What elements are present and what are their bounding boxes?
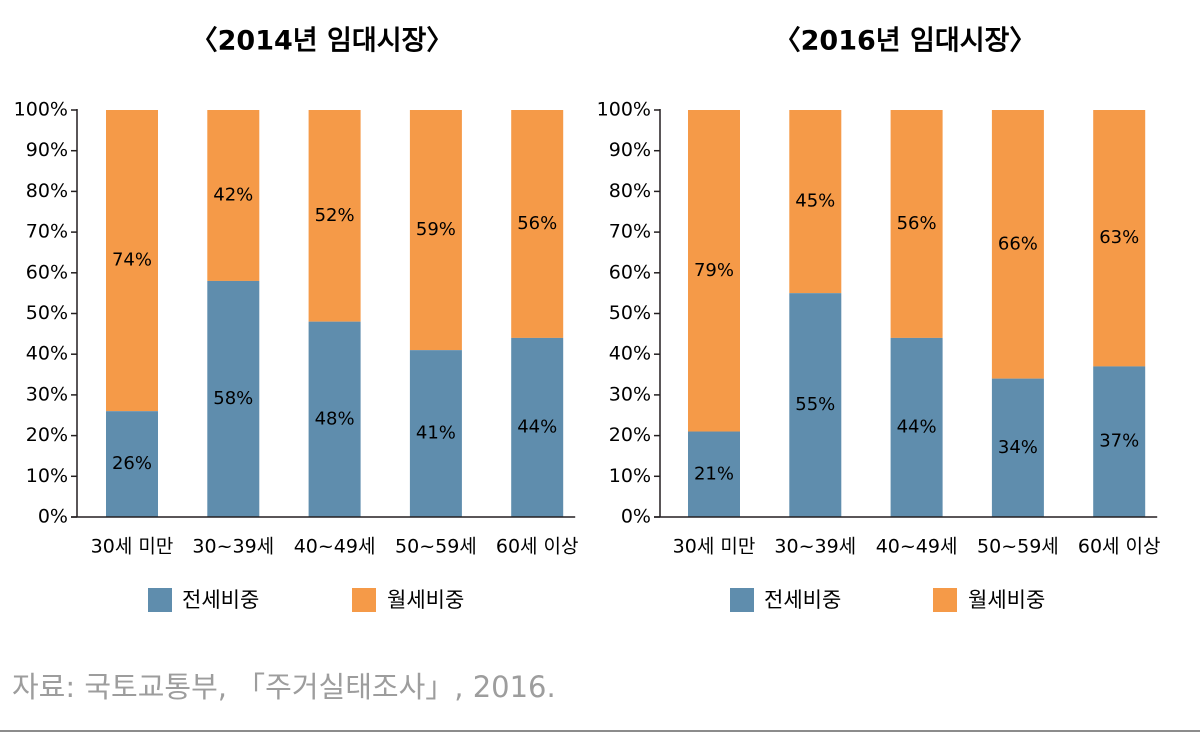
y-tick-label: 100% (597, 99, 651, 121)
x-category-label: 30세 미만 (91, 536, 174, 558)
y-tick-label: 20% (26, 424, 68, 446)
y-tick-label: 50% (26, 302, 68, 324)
bar-jeonse (890, 337, 943, 517)
data-label-wolse: 79% (694, 260, 734, 281)
legend-swatch-jeonse (730, 588, 754, 612)
x-category-label: 40~49세 (876, 536, 958, 558)
bar-wolse (890, 110, 943, 338)
bar-jeonse (207, 280, 260, 517)
bar-jeonse (688, 431, 740, 517)
y-tick-label: 90% (26, 139, 68, 161)
x-category-label: 30~39세 (774, 536, 856, 558)
legend-label-jeonse: 전세비중 (182, 588, 259, 612)
y-tick-label: 60% (26, 261, 68, 283)
legend-swatch-wolse (933, 588, 957, 612)
bar-jeonse (308, 321, 361, 517)
y-tick-label: 30% (26, 383, 68, 405)
data-label-jeonse: 34% (998, 437, 1038, 458)
bar-wolse (1093, 110, 1146, 367)
y-tick-label: 20% (609, 424, 651, 446)
y-tick-label: 100% (14, 99, 68, 121)
y-tick-label: 10% (26, 465, 68, 487)
bar-jeonse (991, 378, 1044, 517)
bar-wolse (106, 110, 158, 412)
x-category-label: 50~59세 (395, 536, 477, 558)
data-label-jeonse: 48% (315, 408, 355, 429)
x-category-label: 60세 이상 (496, 536, 579, 558)
bottom-divider (0, 730, 1200, 732)
legend-swatch-jeonse (148, 588, 172, 612)
bar-wolse (207, 110, 260, 281)
x-category-label: 30세 미만 (673, 536, 756, 558)
data-label-wolse: 52% (315, 205, 355, 226)
x-category-label: 40~49세 (294, 536, 376, 558)
data-label-wolse: 63% (1099, 227, 1139, 248)
x-category-label: 30~39세 (192, 536, 274, 558)
y-tick-label: 40% (609, 343, 651, 365)
data-label-wolse: 56% (897, 213, 937, 234)
bar-jeonse (789, 293, 842, 517)
y-tick-label: 0% (38, 506, 68, 528)
chart-title: 〈2016년 임대시장〉 (774, 26, 1037, 57)
y-tick-label: 40% (26, 343, 68, 365)
bar-jeonse (106, 411, 158, 517)
bar-wolse (409, 110, 462, 351)
y-tick-label: 70% (609, 221, 651, 243)
data-label-wolse: 56% (517, 213, 557, 234)
data-label-wolse: 42% (213, 184, 253, 205)
data-label-wolse: 45% (795, 191, 835, 212)
y-tick-label: 30% (609, 383, 651, 405)
bar-wolse (688, 110, 740, 432)
bar-jeonse (409, 350, 462, 517)
y-tick-label: 70% (26, 221, 68, 243)
bar-wolse (308, 110, 361, 322)
legend-label-wolse: 월세비중 (387, 588, 464, 612)
bar-wolse (991, 110, 1044, 379)
data-label-jeonse: 37% (1099, 431, 1139, 452)
data-label-jeonse: 44% (517, 416, 557, 437)
bar-wolse (789, 110, 842, 294)
x-category-label: 60세 이상 (1078, 536, 1161, 558)
legend-label-jeonse: 전세비중 (764, 588, 841, 612)
legend-swatch-wolse (352, 588, 376, 612)
source-note: 자료: 국토교통부, 「주거실태조사」, 2016. (12, 670, 556, 704)
bar-jeonse (511, 337, 564, 517)
data-label-wolse: 74% (112, 250, 152, 271)
data-label-jeonse: 41% (416, 423, 456, 444)
y-tick-label: 0% (621, 506, 651, 528)
y-tick-label: 90% (609, 139, 651, 161)
data-label-jeonse: 44% (897, 416, 937, 437)
bar-wolse (511, 110, 564, 338)
data-label-wolse: 66% (998, 233, 1038, 254)
data-label-wolse: 59% (416, 219, 456, 240)
y-tick-label: 80% (609, 180, 651, 202)
bar-jeonse (1093, 366, 1146, 517)
data-label-jeonse: 55% (795, 394, 835, 415)
data-label-jeonse: 26% (112, 453, 152, 474)
y-tick-label: 50% (609, 302, 651, 324)
data-label-jeonse: 58% (213, 388, 253, 409)
legend-label-wolse: 월세비중 (968, 588, 1045, 612)
y-tick-label: 60% (609, 261, 651, 283)
y-tick-label: 80% (26, 180, 68, 202)
data-label-jeonse: 21% (694, 463, 734, 484)
y-tick-label: 10% (609, 465, 651, 487)
x-category-label: 50~59세 (977, 536, 1059, 558)
chart-title: 〈2014년 임대시장〉 (191, 26, 454, 57)
